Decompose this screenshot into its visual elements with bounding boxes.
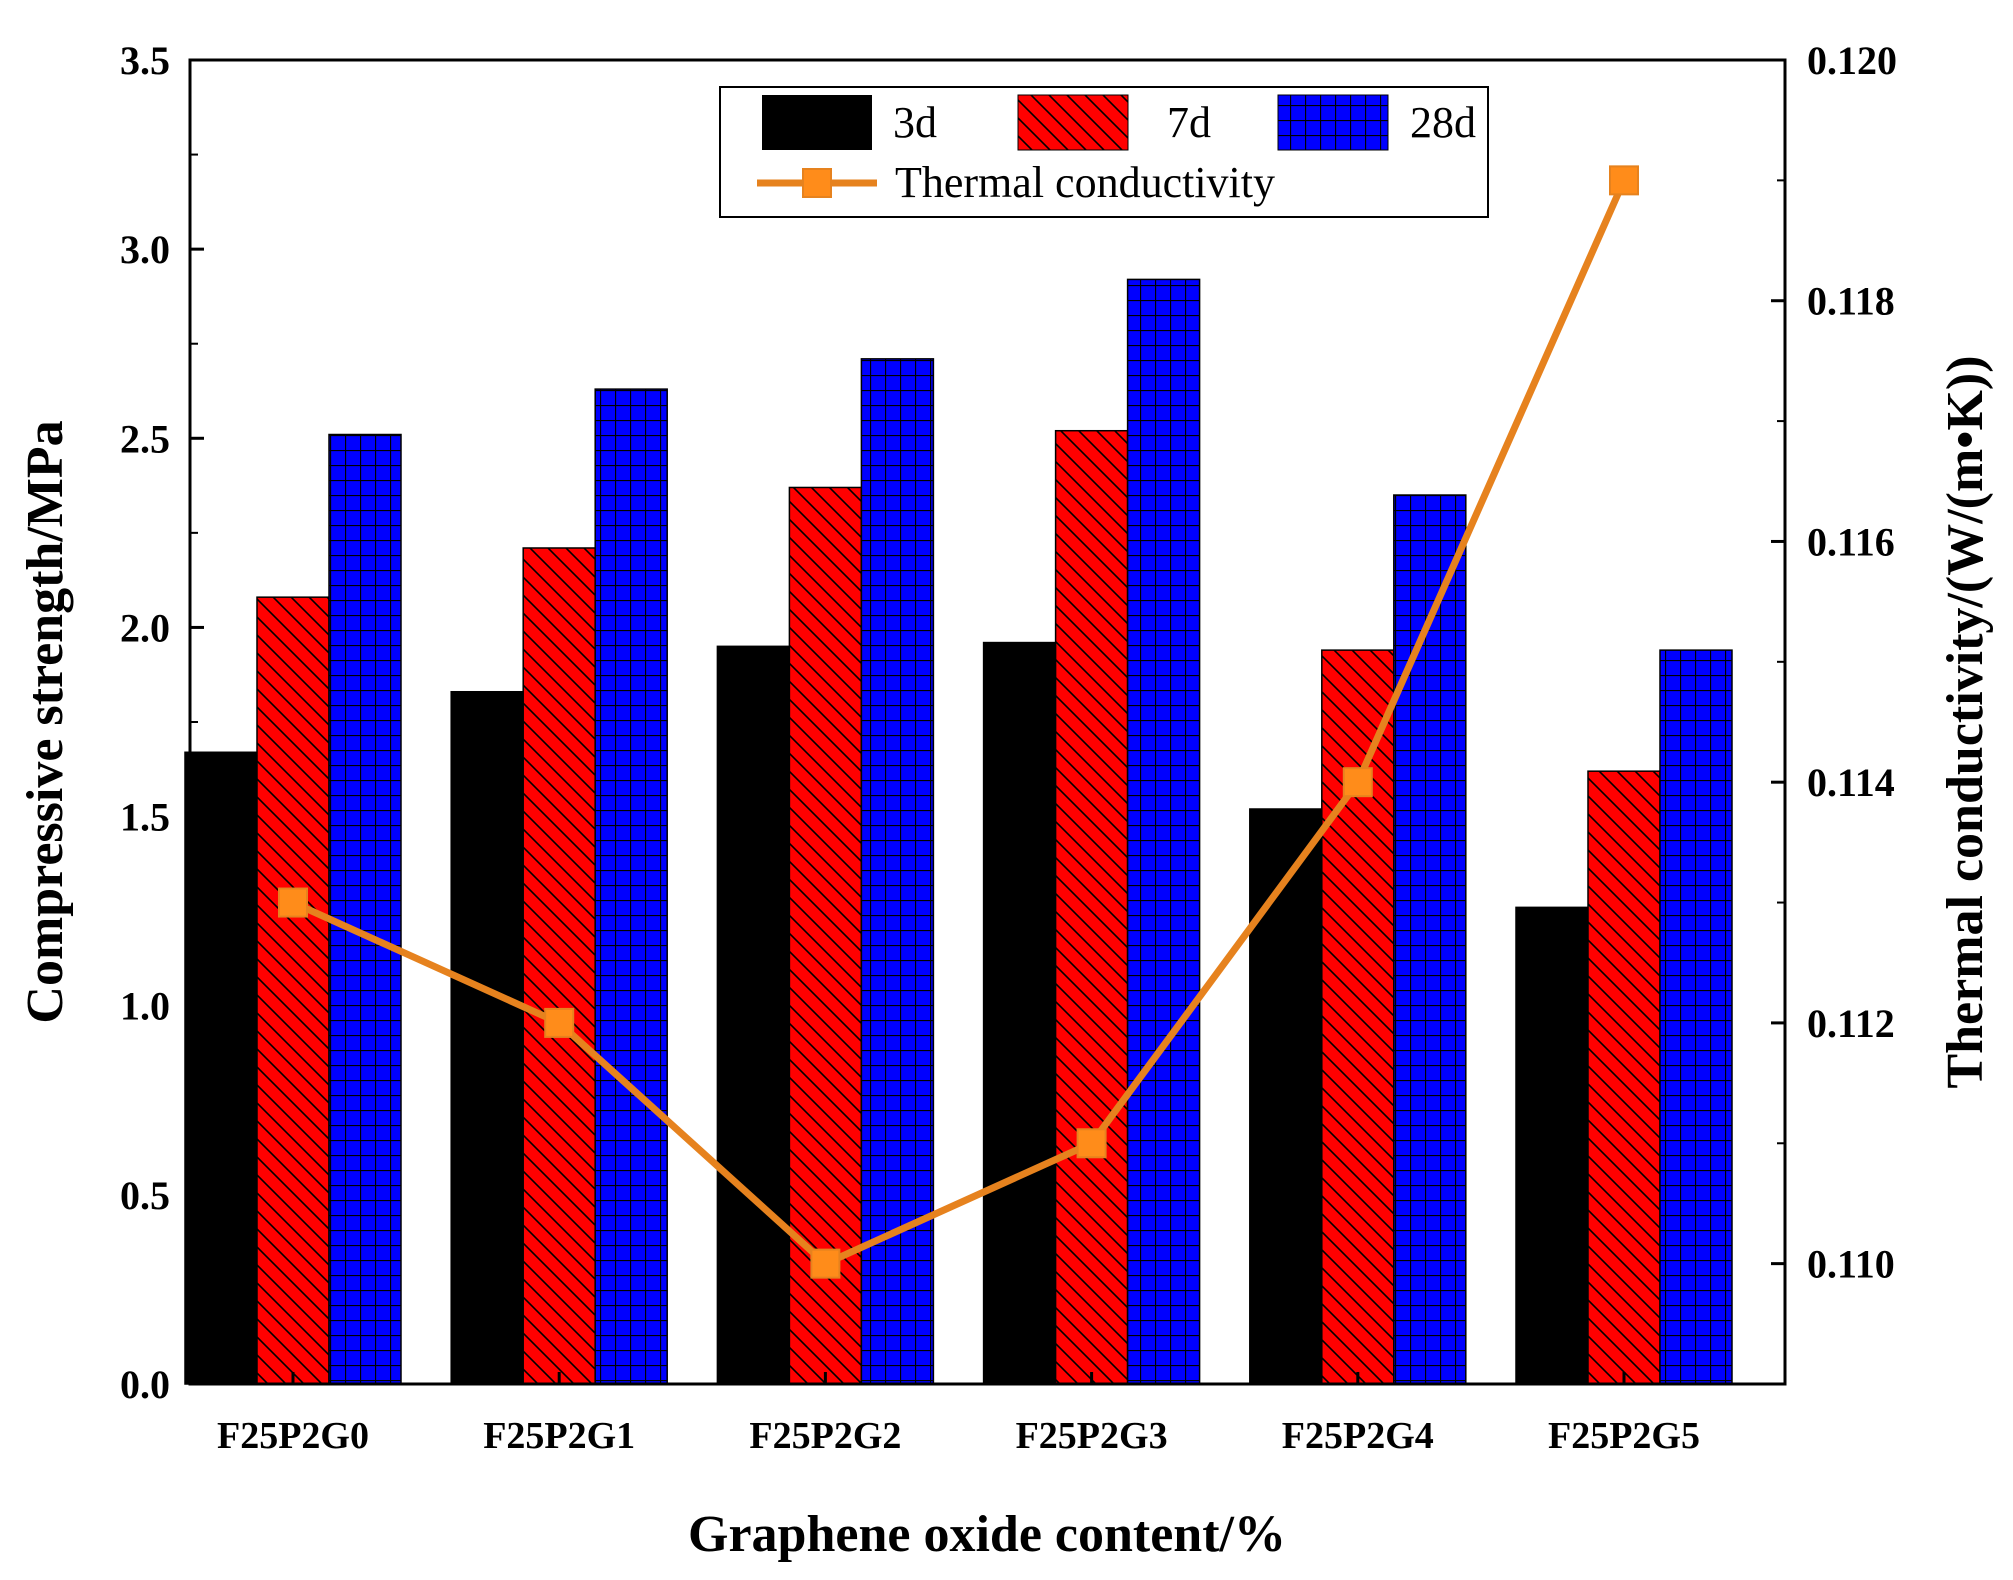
x-tick-label-F25P2G2: F25P2G2: [749, 1415, 901, 1457]
right-tick-label: 0.112: [1807, 1001, 1895, 1046]
left-tick-label: 0.0: [120, 1362, 170, 1407]
left-tick-label: 3.5: [120, 38, 170, 83]
left-tick-label: 3.0: [120, 227, 170, 272]
x-tick-label-F25P2G3: F25P2G3: [1016, 1415, 1168, 1457]
left-tick-label: 1.0: [120, 984, 170, 1029]
bar-28d-F25P2G1: [594, 388, 668, 1385]
right-tick-label: 0.118: [1807, 279, 1895, 324]
right-tick-label: 0.120: [1807, 38, 1897, 83]
thermal-point-F25P2G0: [278, 887, 308, 918]
bar-3d-F25P2G4: [1249, 808, 1323, 1385]
bar-28d-F25P2G2: [860, 358, 935, 1385]
right-axis: 0.110 0.112 0.114 0.116 0.118 0.120: [1771, 38, 1897, 1385]
bar-7d-F25P2G4: [1321, 649, 1395, 1385]
x-axis-title: Graphene oxide content/%: [688, 1506, 1286, 1563]
thermal-conductivity-line: [291, 178, 1628, 1268]
legend-label-3d: 3d: [893, 98, 937, 147]
x-tick-label-F25P2G5: F25P2G5: [1548, 1415, 1700, 1457]
bar-7d-F25P2G3: [1054, 429, 1129, 1385]
bar-28d-F25P2G3: [1126, 278, 1201, 1385]
thermal-point-F25P2G2: [810, 1248, 841, 1279]
bar-7d-F25P2G1: [522, 547, 596, 1385]
right-tick-label: 0.114: [1807, 760, 1895, 805]
x-tick-label-F25P2G1: F25P2G1: [483, 1415, 635, 1457]
bar-28d-F25P2G5: [1659, 649, 1733, 1385]
right-tick-label: 0.110: [1807, 1242, 1895, 1287]
thermal-line-layer: [278, 165, 1639, 1279]
x-tick-label-F25P2G4: F25P2G4: [1282, 1415, 1434, 1457]
bar-3d-F25P2G3: [982, 641, 1057, 1385]
left-tick-label: 1.5: [120, 795, 170, 840]
legend-swatch-7d: [1017, 94, 1129, 151]
bar-3d-F25P2G5: [1515, 906, 1589, 1385]
x-tick-label-F25P2G0: F25P2G0: [217, 1415, 369, 1457]
left-axis: 0.0 0.5 1.0 1.5 2.0 2.5 3.0 3.5: [120, 38, 204, 1407]
left-tick-label: 2.0: [120, 605, 170, 650]
bar-3d-F25P2G2: [716, 645, 791, 1385]
left-tick-label: 2.5: [120, 416, 170, 461]
thermal-point-F25P2G4: [1342, 767, 1373, 798]
bar-28d-F25P2G4: [1393, 494, 1467, 1385]
legend-label-7d: 7d: [1167, 98, 1211, 147]
bar-7d-F25P2G2: [788, 486, 863, 1385]
y2-axis-title: Thermal conductivity/(W/(m•K)): [1937, 355, 1994, 1088]
thermal-point-F25P2G5: [1609, 165, 1639, 196]
legend-label-28d: 28d: [1410, 98, 1476, 147]
legend-swatch-thermal-marker: [802, 168, 832, 198]
bar-28d-F25P2G0: [328, 433, 402, 1385]
y-axis-title: Compressive strength/MPa: [17, 420, 74, 1023]
right-tick-label: 0.116: [1807, 519, 1895, 564]
legend-swatch-3d: [762, 95, 872, 150]
legend-swatch-28d: [1277, 94, 1389, 151]
bar-3d-F25P2G1: [450, 690, 524, 1385]
legend-label-thermal: Thermal conductivity: [895, 158, 1275, 207]
thermal-point-F25P2G1: [544, 1007, 575, 1038]
left-tick-label: 0.5: [120, 1173, 170, 1218]
bar-3d-F25P2G0: [184, 751, 258, 1385]
thermal-point-F25P2G3: [1076, 1128, 1107, 1159]
bar-7d-F25P2G5: [1587, 770, 1661, 1385]
legend: 3d 7d 28d Thermal conductivity: [719, 86, 1489, 218]
x-axis: F25P2G0 F25P2G1 F25P2G2 F25P2G3 F25P2G4 F25P2…: [217, 1372, 1700, 1457]
bars-layer: [184, 278, 1733, 1385]
bar-7d-F25P2G0: [256, 596, 330, 1385]
